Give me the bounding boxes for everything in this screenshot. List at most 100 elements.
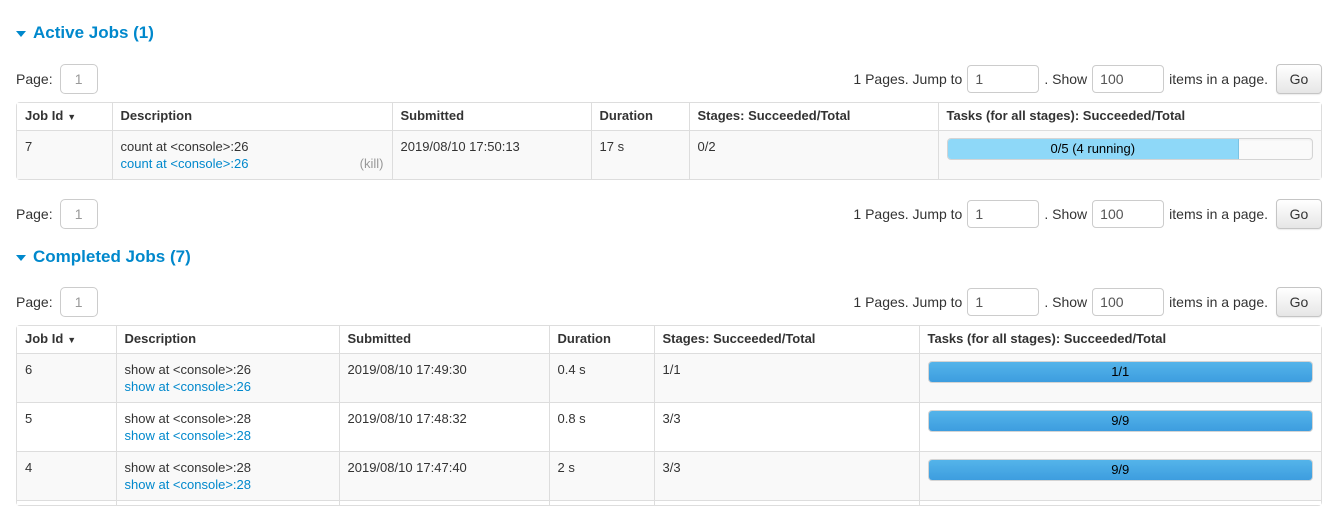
- stages-cell: 1/1: [653, 353, 919, 403]
- active-jobs-table: Job Id ▼ Description Submitted Duration S…: [16, 102, 1322, 180]
- header-submitted[interactable]: Submitted: [391, 103, 591, 131]
- table-row: 6 show at <console>:26 show at <console>…: [17, 353, 1321, 403]
- header-duration[interactable]: Duration: [590, 103, 689, 131]
- job-detail-link[interactable]: show at <console>:28: [124, 477, 251, 492]
- job-id-cell: 7: [17, 130, 112, 179]
- job-description-text: show at <console>:28: [124, 460, 251, 475]
- header-stages[interactable]: Stages: Succeeded/Total: [653, 326, 919, 354]
- header-tasks[interactable]: Tasks (for all stages): Succeeded/Total: [918, 326, 1321, 354]
- active-jobs-section-header[interactable]: Active Jobs (1): [16, 0, 1322, 43]
- header-duration[interactable]: Duration: [548, 326, 654, 354]
- table-row: 4 show at <console>:28 show at <console>…: [17, 451, 1321, 501]
- job-id-cell: 4: [17, 451, 116, 501]
- job-description-text: show at <console>:26: [124, 362, 251, 377]
- page-number-input[interactable]: [59, 287, 98, 317]
- header-stages[interactable]: Stages: Succeeded/Total: [688, 103, 938, 131]
- duration-cell: 17 s: [590, 130, 689, 179]
- job-description-text: show at <console>:28: [124, 411, 251, 426]
- submitted-cell: 2019/08/10 17:49:30: [338, 353, 549, 403]
- go-button[interactable]: Go: [1276, 287, 1322, 317]
- active-jobs-title: Active Jobs (1): [33, 23, 154, 42]
- go-button[interactable]: Go: [1276, 64, 1322, 94]
- header-job-id[interactable]: Job Id ▼: [17, 326, 116, 354]
- job-detail-link[interactable]: count at <console>:26: [120, 156, 249, 171]
- header-description[interactable]: Description: [111, 103, 392, 131]
- stages-cell: 3/3: [653, 451, 919, 501]
- tasks-progress-bar: 1/1: [927, 361, 1313, 383]
- description-cell: show at <console>:28 show at <console>:2…: [115, 402, 339, 452]
- completed-jobs-table: Job Id ▼ Description Submitted Duration S…: [16, 325, 1322, 506]
- collapse-arrow-icon[interactable]: [16, 31, 26, 37]
- description-cell: show at <console>:28 show at <console>:2…: [115, 451, 339, 501]
- header-tasks[interactable]: Tasks (for all stages): Succeeded/Total: [937, 103, 1321, 131]
- pages-jump-text: 1 Pages. Jump to: [853, 294, 963, 310]
- completed-jobs-section-header[interactable]: Completed Jobs (7): [16, 229, 1322, 267]
- tasks-progress-bar: 9/9: [927, 410, 1313, 432]
- page-label: Page:: [16, 71, 53, 87]
- duration-cell: 0.8 s: [548, 402, 654, 452]
- sort-desc-icon: ▼: [67, 112, 77, 122]
- duration-cell: 2 s: [548, 451, 654, 501]
- completed-jobs-header-row: Job Id ▼ Description Submitted Duration S…: [17, 326, 1321, 354]
- items-per-page-input[interactable]: [1092, 200, 1165, 228]
- job-id-cell: 5: [17, 402, 116, 452]
- pagination-completed-top: Page: 1 Pages. Jump to . Show items in a…: [16, 287, 1322, 317]
- pages-jump-text: 1 Pages. Jump to: [853, 71, 963, 87]
- items-per-page-input[interactable]: [1092, 65, 1165, 93]
- table-row-partial: [17, 500, 1321, 505]
- progress-bar-succeeded-fill: 9/9: [928, 460, 1312, 480]
- show-text: . Show: [1044, 71, 1088, 87]
- pagination-active-bottom: Page: 1 Pages. Jump to . Show items in a…: [16, 199, 1322, 229]
- progress-bar-succeeded-fill: 1/1: [928, 362, 1312, 382]
- jump-to-page-input[interactable]: [967, 200, 1040, 228]
- active-jobs-header-row: Job Id ▼ Description Submitted Duration S…: [17, 103, 1321, 131]
- tasks-cell: 9/9: [918, 451, 1321, 501]
- page-label: Page:: [16, 294, 53, 310]
- page-number-input[interactable]: [59, 64, 98, 94]
- header-description[interactable]: Description: [115, 326, 339, 354]
- tasks-progress-bar: 9/9: [927, 459, 1313, 481]
- completed-jobs-title: Completed Jobs (7): [33, 247, 191, 266]
- progress-bar-label: 0/5 (4 running): [1050, 141, 1136, 156]
- progress-bar-succeeded-fill: 9/9: [928, 411, 1312, 431]
- header-submitted[interactable]: Submitted: [338, 326, 549, 354]
- page-label: Page:: [16, 206, 53, 222]
- table-row: 5 show at <console>:28 show at <console>…: [17, 402, 1321, 452]
- job-description-text: count at <console>:26: [120, 139, 249, 154]
- pages-jump-text: 1 Pages. Jump to: [853, 206, 963, 222]
- sort-desc-icon: ▼: [67, 335, 77, 345]
- submitted-cell: 2019/08/10 17:48:32: [338, 402, 549, 452]
- tasks-cell: 0/5 (4 running): [937, 130, 1321, 179]
- tasks-cell: 1/1: [918, 353, 1321, 403]
- items-in-page-text: items in a page.: [1169, 206, 1268, 222]
- submitted-cell: 2019/08/10 17:47:40: [338, 451, 549, 501]
- pagination-active-top: Page: 1 Pages. Jump to . Show items in a…: [16, 64, 1322, 94]
- duration-cell: 0.4 s: [548, 353, 654, 403]
- header-job-id[interactable]: Job Id ▼: [17, 103, 112, 131]
- description-cell: show at <console>:26 show at <console>:2…: [115, 353, 339, 403]
- tasks-cell: 9/9: [918, 402, 1321, 452]
- progress-bar-running-fill: 0/5 (4 running): [947, 139, 1240, 159]
- description-cell: count at <console>:26 count at <console>…: [111, 130, 392, 179]
- table-row: 7 count at <console>:26 count at <consol…: [17, 130, 1321, 179]
- job-detail-link[interactable]: show at <console>:28: [124, 428, 251, 443]
- items-in-page-text: items in a page.: [1169, 71, 1268, 87]
- jump-to-page-input[interactable]: [967, 288, 1040, 316]
- jump-to-page-input[interactable]: [967, 65, 1040, 93]
- items-per-page-input[interactable]: [1092, 288, 1165, 316]
- go-button[interactable]: Go: [1276, 199, 1322, 229]
- progress-bar-label: 9/9: [1111, 413, 1130, 428]
- submitted-cell: 2019/08/10 17:50:13: [391, 130, 591, 179]
- tasks-progress-bar: 0/5 (4 running): [946, 138, 1313, 160]
- show-text: . Show: [1044, 294, 1088, 310]
- progress-bar-label: 9/9: [1111, 462, 1130, 477]
- page-number-input[interactable]: [59, 199, 98, 229]
- collapse-arrow-icon[interactable]: [16, 255, 26, 261]
- items-in-page-text: items in a page.: [1169, 294, 1268, 310]
- kill-job-link[interactable]: (kill): [359, 156, 384, 171]
- progress-bar-label: 1/1: [1111, 364, 1130, 379]
- job-detail-link[interactable]: show at <console>:26: [124, 379, 251, 394]
- stages-cell: 0/2: [688, 130, 938, 179]
- show-text: . Show: [1044, 206, 1088, 222]
